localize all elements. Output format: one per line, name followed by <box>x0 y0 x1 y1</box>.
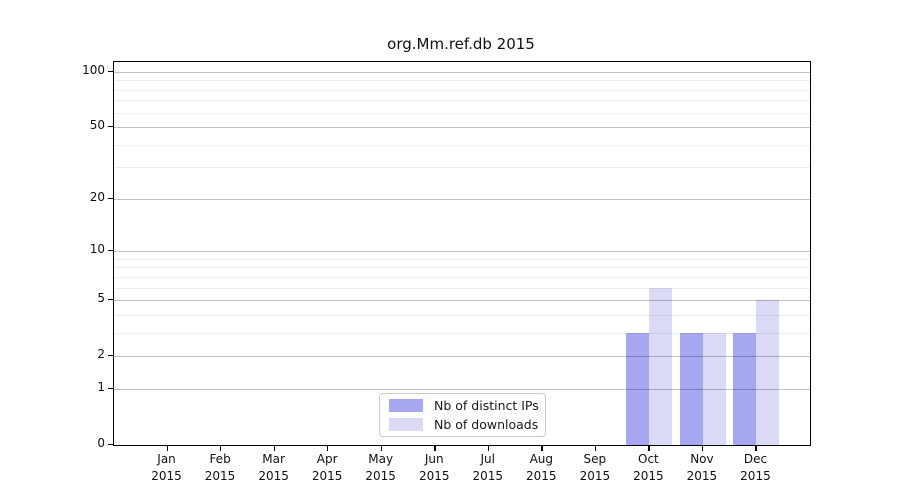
y-tick-label-10: 10 <box>89 242 105 257</box>
legend-row: Nb of distinct IPs <box>389 398 545 413</box>
bar-nb-of-downloads-dec <box>756 300 780 445</box>
x-tickmark-aug <box>541 445 543 451</box>
x-tick-label-sep: Sep 2015 <box>579 452 611 483</box>
gridline-minor-90 <box>114 80 810 82</box>
gridline-minor-9 <box>114 258 810 260</box>
gridline-minor-3 <box>114 332 810 334</box>
bar-nb-of-distinct-ips-oct <box>626 332 650 445</box>
x-tickmark-jun <box>434 445 436 451</box>
x-tick-label-mar: Mar 2015 <box>258 452 289 483</box>
gridline-minor-30 <box>114 167 810 169</box>
y-tick-label-1: 1 <box>97 379 105 394</box>
y-tickmark-2 <box>108 355 113 357</box>
x-tickmark-jul <box>487 445 490 451</box>
y-tickmark-100 <box>108 70 113 73</box>
legend-label-downloads: Nb of downloads <box>434 417 539 432</box>
x-tick-label-aug: Aug 2015 <box>526 452 557 483</box>
y-tick-label-0: 0 <box>97 436 105 450</box>
y-tickmark-50 <box>108 126 113 128</box>
x-tickmark-dec <box>755 445 757 451</box>
legend-label-distinct-ips: Nb of distinct IPs <box>434 398 539 413</box>
y-tickmark-5 <box>108 299 113 301</box>
x-tick-label-dec: Dec 2015 <box>740 452 771 483</box>
gridline-minor-60 <box>114 112 810 114</box>
gridline-major-2 <box>114 356 810 358</box>
x-tickmark-jan <box>166 445 168 451</box>
grid-layer <box>114 62 810 445</box>
legend-swatch-downloads <box>389 418 423 431</box>
gridline-minor-6 <box>114 287 810 289</box>
gridline-minor-70 <box>114 100 810 102</box>
gridline-minor-80 <box>114 89 810 91</box>
y-tick-label-2: 2 <box>97 347 105 362</box>
gridline-minor-40 <box>114 144 810 146</box>
y-tick-label-100: 100 <box>82 62 105 77</box>
x-tick-label-jun: Jun 2015 <box>418 452 450 483</box>
bar-nb-of-distinct-ips-nov <box>679 332 703 445</box>
x-tickmark-nov <box>701 445 704 451</box>
x-tick-label-jan: Jan 2015 <box>151 452 182 483</box>
gridline-major-10 <box>114 251 810 253</box>
x-tick-label-nov: Nov 2015 <box>686 452 718 483</box>
legend-swatch-distinct-ips <box>389 399 423 412</box>
bars-layer <box>114 62 810 445</box>
plot-area: Nb of distinct IPs Nb of downloads <box>113 61 811 446</box>
x-tick-label-jul: Jul 2015 <box>472 452 504 483</box>
y-tick-label-50: 50 <box>89 118 105 133</box>
x-tickmark-feb <box>220 445 222 451</box>
legend: Nb of distinct IPs Nb of downloads <box>379 393 546 437</box>
y-tickmark-10 <box>108 250 113 252</box>
x-tickmark-may <box>380 445 382 451</box>
gridline-minor-8 <box>114 267 810 269</box>
y-tick-label-20: 20 <box>89 189 105 204</box>
x-tickmark-apr <box>327 445 329 451</box>
gridline-major-1 <box>114 388 810 390</box>
gridline-minor-7 <box>114 276 810 278</box>
x-tickmark-sep <box>594 445 597 451</box>
bar-nb-of-distinct-ips-dec <box>733 332 757 445</box>
y-tickmark-1 <box>108 387 113 390</box>
x-tick-label-oct: Oct 2015 <box>633 452 664 483</box>
legend-row: Nb of downloads <box>389 417 545 432</box>
gridline-major-5 <box>114 300 810 302</box>
y-tickmark-20 <box>108 197 113 200</box>
gridline-major-20 <box>114 198 810 200</box>
bar-nb-of-downloads-nov <box>702 332 726 445</box>
x-tick-label-apr: Apr 2015 <box>311 452 343 483</box>
x-tickmark-oct <box>648 445 650 451</box>
gridline-major-50 <box>114 127 810 129</box>
chart-title: org.Mm.ref.db 2015 <box>387 35 535 53</box>
x-tickmark-mar <box>273 445 275 451</box>
x-tick-label-feb: Feb 2015 <box>204 452 236 483</box>
gridline-minor-4 <box>114 314 810 316</box>
y-tick-label-5: 5 <box>97 291 105 306</box>
bar-nb-of-downloads-oct <box>649 287 673 445</box>
gridline-major-100 <box>114 71 810 73</box>
y-tickmark-0 <box>108 444 113 446</box>
x-tick-label-may: May 2015 <box>365 452 396 483</box>
